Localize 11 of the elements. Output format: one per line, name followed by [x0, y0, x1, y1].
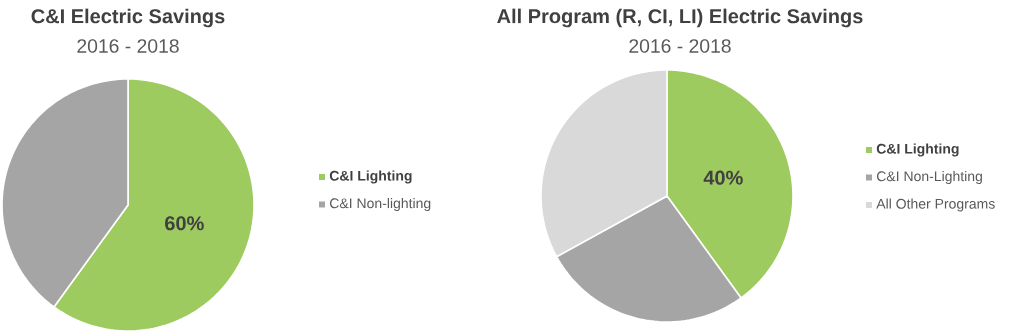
legend-label: C&I Non-lighting	[329, 197, 431, 212]
data-label: 40%	[703, 170, 743, 185]
data-label: 60%	[165, 216, 204, 231]
chart-title: All Program (R, CI, LI) Electric Savings	[497, 8, 863, 28]
legend-label: C&I Non-Lighting	[876, 170, 982, 185]
legend-label: All Other Programs	[876, 198, 995, 212]
chart-subtitle: 2016 - 2018	[77, 39, 179, 53]
chart-title: C&I Electric Savings	[31, 8, 225, 28]
legend-label: C&I Lighting	[876, 143, 959, 157]
legend-label: C&I Lighting	[329, 170, 412, 184]
chart-subtitle: 2016 - 2018	[629, 39, 731, 53]
